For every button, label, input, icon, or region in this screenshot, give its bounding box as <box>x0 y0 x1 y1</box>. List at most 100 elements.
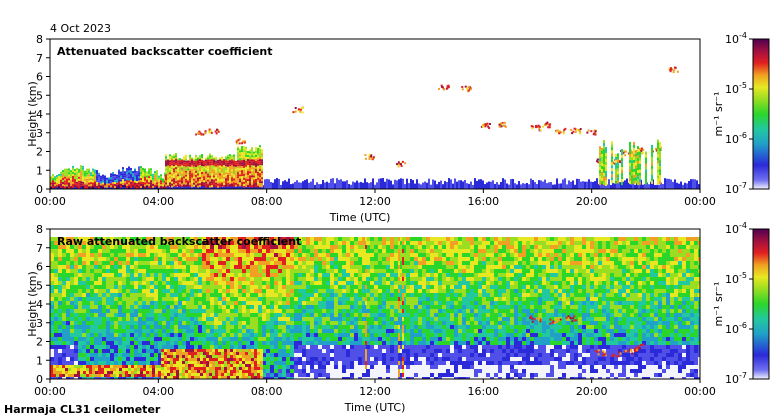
raw-pixel <box>170 293 174 297</box>
top-pixel <box>308 182 310 189</box>
raw-pixel <box>246 325 250 329</box>
top-pixel <box>165 164 167 167</box>
raw-pixel <box>206 341 210 345</box>
raw-pixel <box>306 361 310 365</box>
raw-pixel <box>230 317 234 321</box>
raw-pixel <box>130 237 134 241</box>
top-pixel <box>651 168 653 172</box>
top-pixel <box>245 174 247 177</box>
top-pixel <box>74 177 76 180</box>
top-pixel <box>165 180 167 183</box>
top-pixel <box>88 178 90 181</box>
top-pixel <box>229 160 231 163</box>
top-pixel <box>209 177 211 180</box>
top-pixel <box>657 181 659 185</box>
raw-pixel <box>278 317 282 321</box>
top-pixel <box>239 176 241 179</box>
raw-pixel <box>314 301 318 305</box>
raw-pixel <box>310 237 314 241</box>
raw-pixel <box>186 285 190 289</box>
raw-pixel <box>214 237 218 241</box>
raw-pixel <box>270 245 274 249</box>
raw-pixel <box>86 237 90 241</box>
top-pixel <box>130 167 132 170</box>
raw-pixel <box>218 289 222 293</box>
raw-pixel <box>182 305 186 309</box>
top-pixel <box>420 184 422 189</box>
top-pixel <box>622 151 625 154</box>
raw-pixel <box>90 313 94 317</box>
raw-pixel <box>126 337 130 341</box>
top-pixel <box>249 149 251 152</box>
raw-pixel <box>138 345 142 349</box>
raw-pixel <box>106 341 110 345</box>
top-pixel <box>201 166 203 169</box>
raw-pixel <box>90 309 94 313</box>
raw-pixel <box>306 289 310 293</box>
raw-pixel <box>350 349 354 353</box>
raw-pixel <box>74 249 78 253</box>
raw-pixel <box>98 257 102 261</box>
top-pixel <box>500 122 503 125</box>
top-pixel <box>50 176 52 179</box>
raw-pixel <box>210 317 214 321</box>
top-pixel <box>540 180 542 189</box>
top-pixel <box>639 157 641 161</box>
top-pixel <box>634 184 636 189</box>
raw-pixel <box>170 325 174 329</box>
raw-pixel <box>302 253 306 257</box>
top-pixel <box>615 165 617 169</box>
raw-pixel <box>110 289 114 293</box>
raw-pixel <box>302 361 306 365</box>
raw-pixel <box>346 281 350 285</box>
raw-pixel <box>310 377 314 379</box>
top-pixel <box>378 178 380 189</box>
raw-pixel <box>326 305 330 309</box>
top-pixel <box>412 180 414 189</box>
raw-pixel <box>146 333 150 337</box>
raw-pixel <box>342 261 346 265</box>
raw-pixel <box>202 249 206 253</box>
top-pixel <box>130 183 132 186</box>
raw-pixel <box>282 305 286 309</box>
raw-pixel <box>170 261 174 265</box>
raw-pixel <box>182 257 186 261</box>
top-pixel <box>150 174 152 177</box>
raw-pixel <box>338 257 342 261</box>
top-pixel <box>64 172 66 175</box>
top-pixel <box>635 159 637 163</box>
top-pixel <box>599 170 601 174</box>
top-pixel <box>74 185 76 188</box>
top-pixel <box>104 183 106 186</box>
raw-pixel <box>114 273 118 277</box>
raw-pixel <box>202 309 206 313</box>
top-pixel <box>112 178 114 181</box>
raw-pixel <box>90 273 94 277</box>
raw-pixel <box>334 293 338 297</box>
raw-pixel <box>66 333 70 337</box>
top-pixel <box>64 182 66 185</box>
raw-pixel <box>130 345 134 349</box>
top-pixel <box>217 185 219 188</box>
top-pixel <box>96 184 98 187</box>
raw-pixel <box>294 265 298 269</box>
raw-pixel <box>122 273 126 277</box>
raw-pixel <box>190 241 194 245</box>
raw-pixel <box>362 273 366 277</box>
top-pixel <box>352 181 354 189</box>
raw-pixel <box>214 257 218 261</box>
raw-pixel <box>150 277 154 281</box>
raw-pixel <box>126 273 130 277</box>
top-pixel <box>227 182 229 185</box>
raw-pixel <box>202 277 206 281</box>
raw-pixel <box>362 341 366 345</box>
top-pixel <box>253 161 255 164</box>
raw-pixel <box>290 265 294 269</box>
raw-pixel <box>270 361 274 365</box>
raw-pixel <box>142 241 146 245</box>
raw-pixel <box>146 337 150 341</box>
raw-pixel <box>146 377 150 379</box>
raw-pixel <box>234 297 238 301</box>
raw-pixel <box>326 365 330 369</box>
raw-pixel <box>158 317 162 321</box>
